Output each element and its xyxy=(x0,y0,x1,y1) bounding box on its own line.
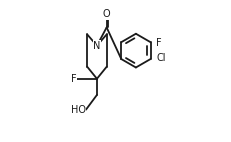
Text: N: N xyxy=(93,41,101,51)
Text: F: F xyxy=(70,74,76,84)
Text: Cl: Cl xyxy=(157,53,166,63)
Text: F: F xyxy=(156,38,162,48)
Text: HO: HO xyxy=(71,105,86,115)
Text: O: O xyxy=(103,9,110,19)
